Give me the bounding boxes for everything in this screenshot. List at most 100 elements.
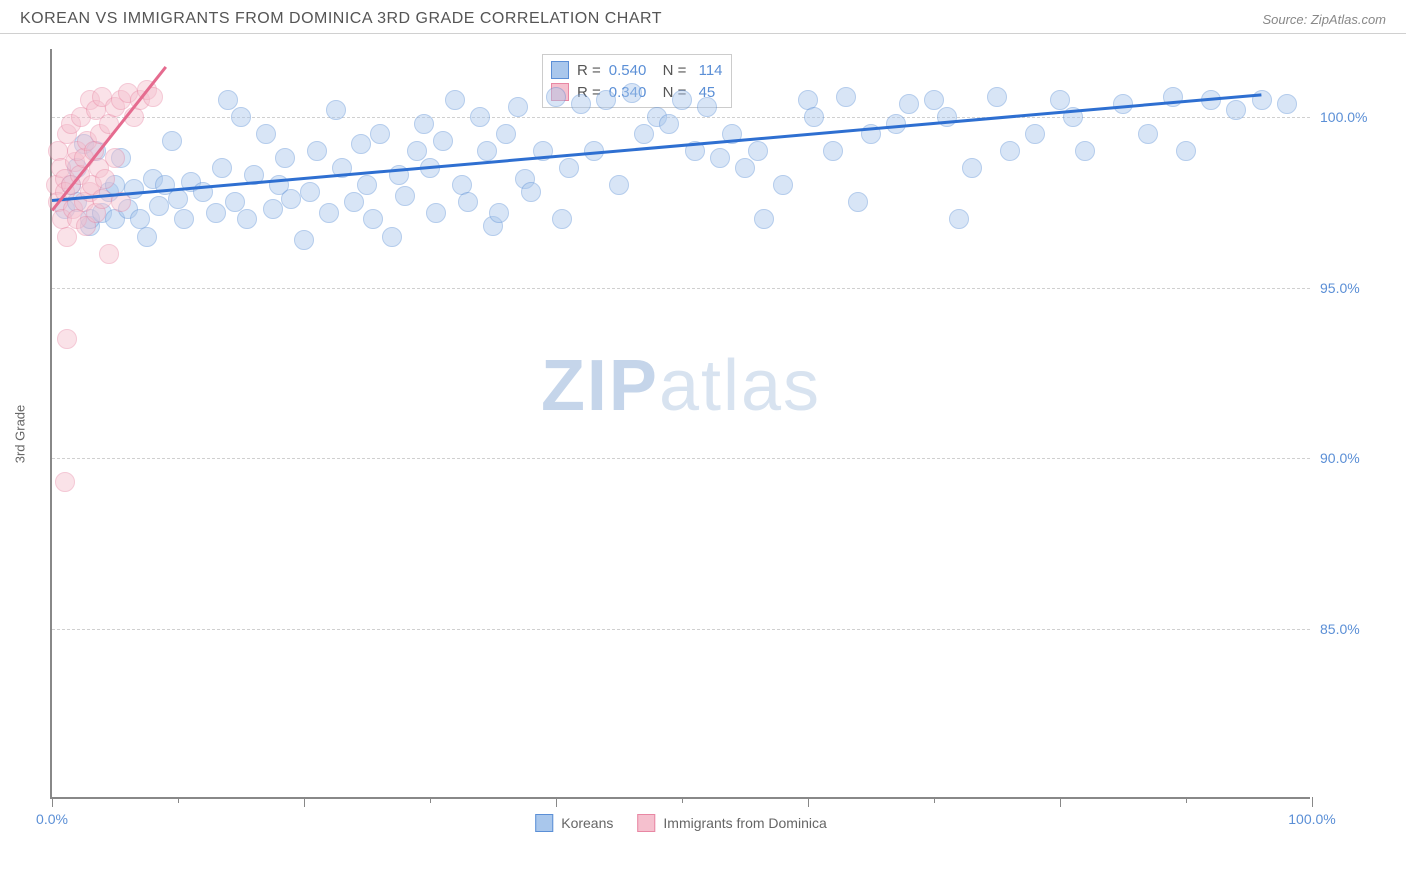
scatter-point: [344, 192, 364, 212]
scatter-point: [546, 87, 566, 107]
x-tick: [304, 797, 305, 807]
scatter-point: [149, 196, 169, 216]
scatter-point: [92, 189, 112, 209]
x-tick-label: 100.0%: [1288, 811, 1335, 827]
scatter-point: [395, 186, 415, 206]
legend-item: Immigrants from Dominica: [637, 814, 826, 832]
y-tick-label: 95.0%: [1320, 280, 1385, 296]
scatter-point: [256, 124, 276, 144]
scatter-point: [231, 107, 251, 127]
chart-container: 3rd Grade ZIPatlas R = 0.540 N = 114R = …: [0, 34, 1406, 834]
scatter-point: [105, 148, 125, 168]
scatter-point: [300, 182, 320, 202]
scatter-point: [357, 175, 377, 195]
legend-bottom: Koreans Immigrants from Dominica: [535, 814, 827, 832]
scatter-point: [754, 209, 774, 229]
scatter-point: [95, 169, 115, 189]
y-tick-label: 85.0%: [1320, 621, 1385, 637]
scatter-point: [57, 329, 77, 349]
scatter-point: [735, 158, 755, 178]
scatter-point: [212, 158, 232, 178]
scatter-point: [281, 189, 301, 209]
scatter-point: [508, 97, 528, 117]
scatter-point: [773, 175, 793, 195]
scatter-point: [1176, 141, 1196, 161]
x-tick-label: 0.0%: [36, 811, 68, 827]
scatter-point: [426, 203, 446, 223]
scatter-point: [137, 227, 157, 247]
scatter-point: [1138, 124, 1158, 144]
scatter-point: [168, 189, 188, 209]
scatter-point: [433, 131, 453, 151]
scatter-point: [496, 124, 516, 144]
scatter-point: [1075, 141, 1095, 161]
scatter-point: [622, 83, 642, 103]
scatter-point: [987, 87, 1007, 107]
scatter-point: [445, 90, 465, 110]
scatter-point: [836, 87, 856, 107]
scatter-point: [206, 203, 226, 223]
scatter-point: [407, 141, 427, 161]
y-tick-label: 100.0%: [1320, 109, 1385, 125]
x-tick: [682, 797, 683, 803]
scatter-point: [470, 107, 490, 127]
watermark: ZIPatlas: [541, 345, 821, 427]
scatter-point: [552, 209, 572, 229]
legend-item: Koreans: [535, 814, 613, 832]
scatter-point: [1025, 124, 1045, 144]
scatter-point: [710, 148, 730, 168]
x-tick: [808, 797, 809, 807]
scatter-point: [1050, 90, 1070, 110]
legend-label: Immigrants from Dominica: [663, 815, 826, 831]
scatter-point: [596, 90, 616, 110]
stats-r-value: 0.540: [609, 62, 647, 79]
scatter-point: [370, 124, 390, 144]
scatter-point: [414, 114, 434, 134]
scatter-point: [1000, 141, 1020, 161]
scatter-point: [477, 141, 497, 161]
scatter-point: [899, 94, 919, 114]
scatter-point: [99, 244, 119, 264]
chart-source: Source: ZipAtlas.com: [1262, 12, 1386, 27]
stats-n-value: 114: [694, 62, 722, 79]
scatter-point: [823, 141, 843, 161]
scatter-point: [1226, 100, 1246, 120]
x-tick: [1186, 797, 1187, 803]
scatter-point: [382, 227, 402, 247]
legend-swatch: [637, 814, 655, 832]
scatter-point: [848, 192, 868, 212]
legend-swatch: [551, 61, 569, 79]
scatter-point: [949, 209, 969, 229]
scatter-point: [326, 100, 346, 120]
gridline: [52, 288, 1310, 289]
scatter-point: [521, 182, 541, 202]
scatter-point: [458, 192, 478, 212]
scatter-point: [659, 114, 679, 134]
scatter-point: [237, 209, 257, 229]
scatter-point: [559, 158, 579, 178]
scatter-point: [319, 203, 339, 223]
legend-label: Koreans: [561, 815, 613, 831]
x-tick: [430, 797, 431, 803]
scatter-point: [294, 230, 314, 250]
x-tick: [1312, 797, 1313, 807]
scatter-point: [609, 175, 629, 195]
x-tick: [1060, 797, 1061, 807]
scatter-point: [57, 227, 77, 247]
scatter-point: [804, 107, 824, 127]
y-tick-label: 90.0%: [1320, 450, 1385, 466]
scatter-point: [962, 158, 982, 178]
gridline: [52, 629, 1310, 630]
scatter-point: [363, 209, 383, 229]
stats-r-label: R =: [577, 62, 601, 79]
scatter-point: [174, 209, 194, 229]
scatter-point: [924, 90, 944, 110]
scatter-point: [1113, 94, 1133, 114]
scatter-point: [275, 148, 295, 168]
scatter-point: [634, 124, 654, 144]
chart-title: KOREAN VS IMMIGRANTS FROM DOMINICA 3RD G…: [20, 10, 662, 28]
plot-area: ZIPatlas R = 0.540 N = 114R = 0.340 N = …: [50, 49, 1310, 799]
y-axis-label: 3rd Grade: [13, 405, 28, 464]
x-tick: [556, 797, 557, 807]
scatter-point: [351, 134, 371, 154]
